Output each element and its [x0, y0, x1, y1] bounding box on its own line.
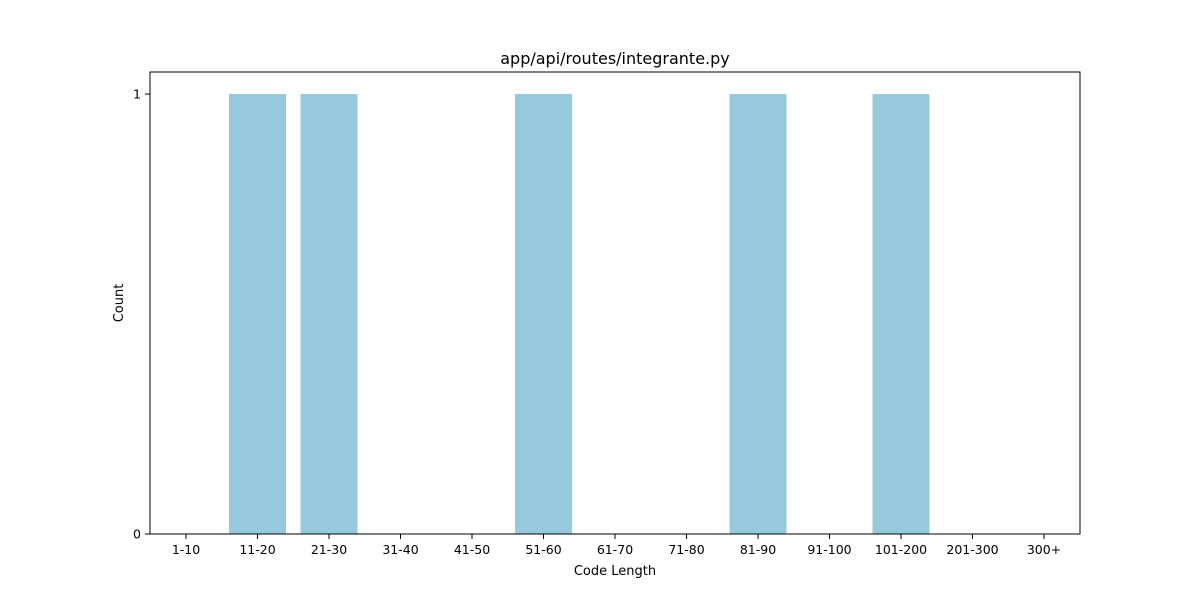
- y-axis: 01: [133, 87, 150, 542]
- x-tick-label: 91-100: [807, 542, 851, 557]
- x-tick-label: 101-200: [875, 542, 927, 557]
- y-axis-label: Count: [112, 284, 127, 323]
- x-tick-label: 31-40: [382, 542, 418, 557]
- x-tick-label: 71-80: [668, 542, 704, 557]
- x-tick-label: 21-30: [311, 542, 347, 557]
- bar-101-200: [872, 94, 930, 534]
- x-tick-label: 11-20: [239, 542, 275, 557]
- x-tick-label: 81-90: [740, 542, 776, 557]
- bar-21-30: [300, 94, 358, 534]
- x-axis: 1-10 11-20 21-30 31-40 41-50 51-60 61-70 71-80 8…: [172, 534, 1061, 557]
- bars-group: [229, 94, 930, 534]
- x-tick-label: 201-300: [946, 542, 998, 557]
- x-axis-label: Code Length: [574, 564, 656, 579]
- x-tick-label: 51-60: [525, 542, 561, 557]
- bar-51-60: [515, 94, 572, 534]
- y-tick-label: 0: [133, 527, 141, 542]
- x-tick-label: 41-50: [454, 542, 490, 557]
- chart-title: app/api/routes/integrante.py: [500, 49, 730, 68]
- x-tick-label: 300+: [1027, 542, 1061, 557]
- y-tick-label: 1: [133, 87, 141, 102]
- bar-11-20: [229, 94, 286, 534]
- x-tick-label: 1-10: [172, 542, 200, 557]
- plot-frame: [149, 71, 1081, 535]
- x-tick-label: 61-70: [597, 542, 633, 557]
- bar-81-90: [729, 94, 787, 534]
